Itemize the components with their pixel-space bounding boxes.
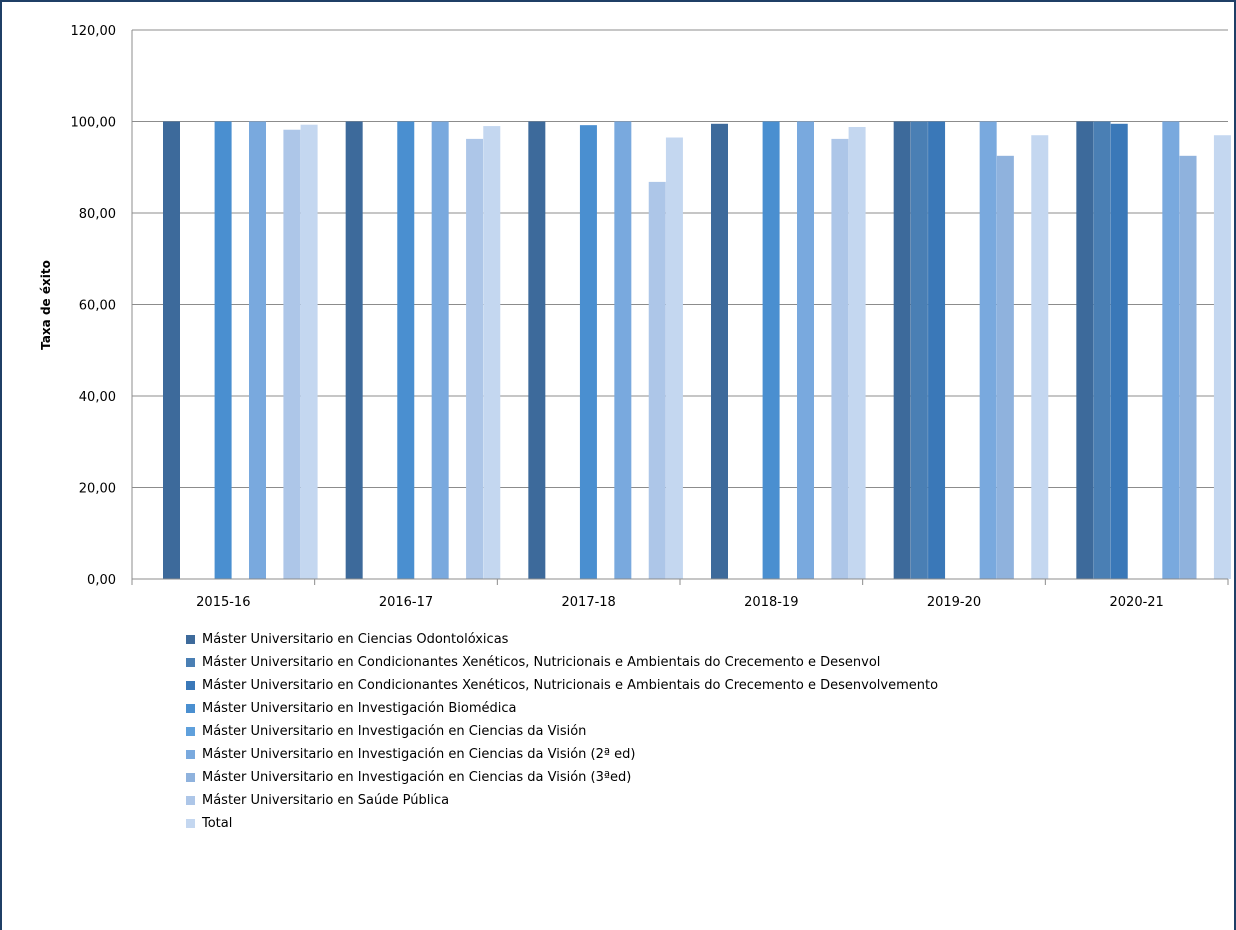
bar <box>1162 121 1180 579</box>
bar <box>579 125 597 579</box>
bar <box>1076 121 1094 579</box>
legend-swatch <box>186 819 195 828</box>
bar <box>893 121 911 579</box>
bar <box>1213 135 1231 579</box>
bars <box>163 121 1231 580</box>
y-tick-label: 60,00 <box>79 299 116 314</box>
legend-swatch <box>186 750 195 759</box>
bar <box>996 155 1014 579</box>
legend-swatch <box>186 773 195 782</box>
bar <box>665 137 683 579</box>
bar <box>528 121 546 579</box>
bar <box>249 121 266 579</box>
bar <box>762 121 780 579</box>
x-tick-label: 2016-17 <box>379 595 433 610</box>
legend-label: Máster Universitario en Condicionantes X… <box>202 678 939 693</box>
bar <box>397 121 415 579</box>
legend-item: Máster Universitario en Saúde Pública <box>186 789 938 812</box>
bar <box>848 126 866 580</box>
legend-item: Total <box>186 812 938 835</box>
axes: 0,00 20,00 40,00 60,00 80,00 100,00 120,00 2015… <box>71 24 1229 610</box>
legend-swatch <box>186 658 195 667</box>
bar <box>300 124 318 579</box>
legend-item: Máster Universitario en Condicionantes X… <box>186 651 938 674</box>
legend-label: Total <box>202 816 233 831</box>
legend-label: Máster Universitario en Investigación en… <box>202 724 587 739</box>
bar <box>431 121 449 579</box>
bar <box>910 121 928 579</box>
x-tick-label: 2020-21 <box>1110 595 1164 610</box>
legend-label: Máster Universitario en Investigación en… <box>202 770 632 785</box>
bar <box>483 126 501 579</box>
legend-item: Máster Universitario en Condicionantes X… <box>186 674 938 697</box>
bar <box>979 121 997 579</box>
legend-swatch <box>186 704 195 713</box>
legend-label: Máster Universitario en Ciencias Odontol… <box>202 632 509 647</box>
legend-swatch <box>186 796 195 805</box>
y-tick-label: 100,00 <box>71 116 117 131</box>
legend-item: Máster Universitario en Investigación en… <box>186 766 938 789</box>
bar <box>466 138 484 579</box>
x-tick-label: 2019-20 <box>927 595 981 610</box>
legend-label: Máster Universitario en Saúde Pública <box>202 793 450 808</box>
y-tick-label: 20,00 <box>79 482 116 497</box>
legend: Máster Universitario en Ciencias Odontol… <box>186 628 938 835</box>
legend-label: Máster Universitario en Investigación en… <box>202 747 636 762</box>
bar <box>1110 123 1128 579</box>
bar <box>1031 135 1049 579</box>
legend-label: Máster Universitario en Condicionantes X… <box>202 655 881 670</box>
y-tick-label: 120,00 <box>71 24 117 39</box>
bar-chart: 0,00 20,00 40,00 60,00 80,00 100,00 120,00 2015… <box>39 24 1231 610</box>
bar <box>928 121 946 579</box>
y-axis-title: Taxa de éxito <box>39 260 53 350</box>
legend-swatch <box>186 681 195 690</box>
legend-label: Máster Universitario en Investigación Bi… <box>202 701 517 716</box>
x-tick-label: 2015-16 <box>196 595 250 610</box>
bar <box>831 138 849 579</box>
x-tick-label: 2017-18 <box>562 595 616 610</box>
legend-swatch <box>186 727 195 736</box>
legend-swatch <box>186 635 195 644</box>
bar <box>1093 121 1111 579</box>
legend-item: Máster Universitario en Investigación Bi… <box>186 697 938 720</box>
bar <box>214 121 232 579</box>
bar <box>1179 155 1197 579</box>
bar <box>648 181 666 579</box>
y-tick-label: 40,00 <box>79 390 116 405</box>
legend-item: Máster Universitario en Ciencias Odontol… <box>186 628 938 651</box>
bar <box>283 129 301 580</box>
bar <box>797 121 814 579</box>
bar <box>163 121 180 579</box>
bar <box>614 121 632 579</box>
bar <box>711 123 728 579</box>
legend-item: Máster Universitario en Investigación en… <box>186 720 938 743</box>
y-tick-label: 0,00 <box>87 573 116 588</box>
legend-item: Máster Universitario en Investigación en… <box>186 743 938 766</box>
y-tick-label: 80,00 <box>79 207 116 222</box>
bar <box>345 121 363 579</box>
x-tick-label: 2018-19 <box>744 595 798 610</box>
